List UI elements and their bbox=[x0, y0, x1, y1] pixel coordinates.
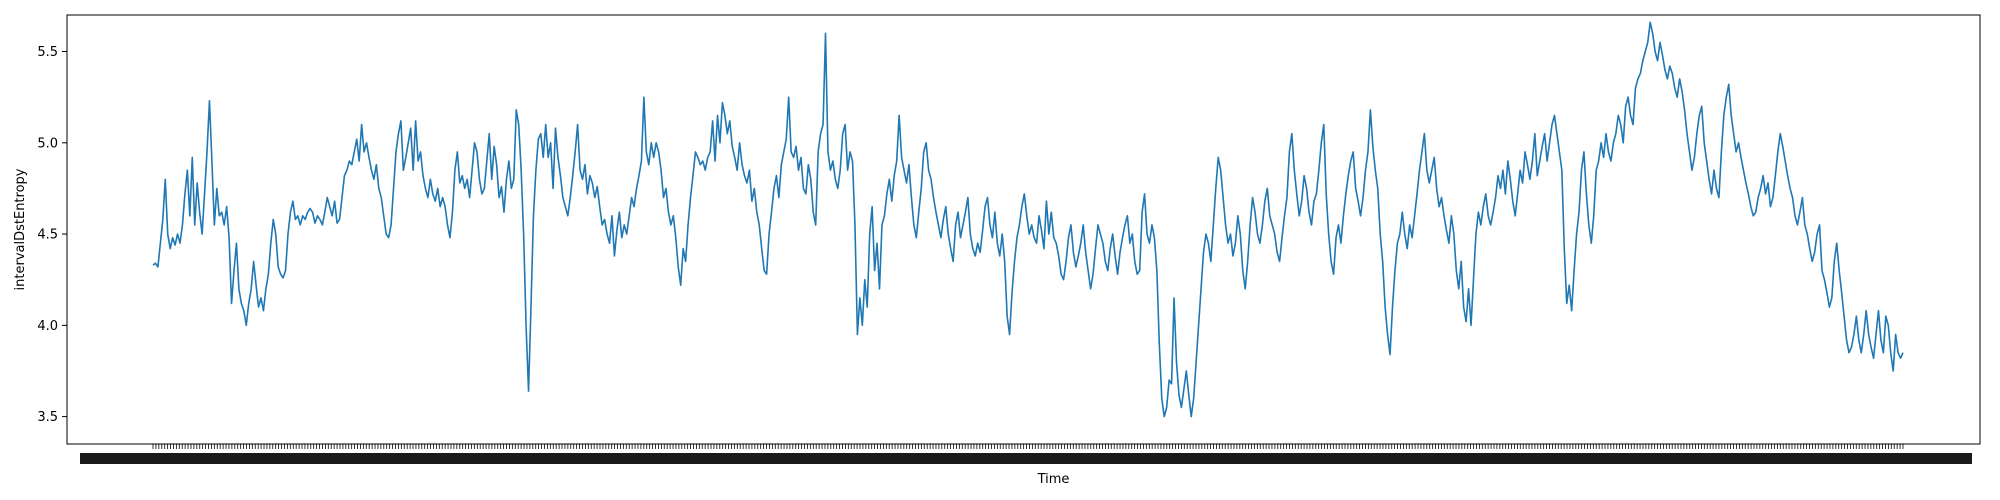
y-tick-label: 5.5 bbox=[37, 45, 58, 60]
y-tick-label: 5.0 bbox=[37, 136, 58, 151]
series-line bbox=[152, 21, 1904, 418]
y-tick-label: 4.0 bbox=[37, 319, 58, 334]
x-ticks bbox=[152, 444, 1904, 449]
axes-frame bbox=[66, 14, 1981, 445]
plot-area: 3.5 4.0 4.5 5.0 5.5 Time intervalDstEntropy bbox=[13, 14, 1981, 487]
y-tick-label: 3.5 bbox=[37, 410, 58, 425]
x-tick-labels-overlap bbox=[80, 453, 1972, 464]
y-axis-label: intervalDstEntropy bbox=[13, 168, 28, 290]
x-axis-label: Time bbox=[1037, 472, 1070, 487]
y-tick-label: 4.5 bbox=[37, 228, 58, 243]
